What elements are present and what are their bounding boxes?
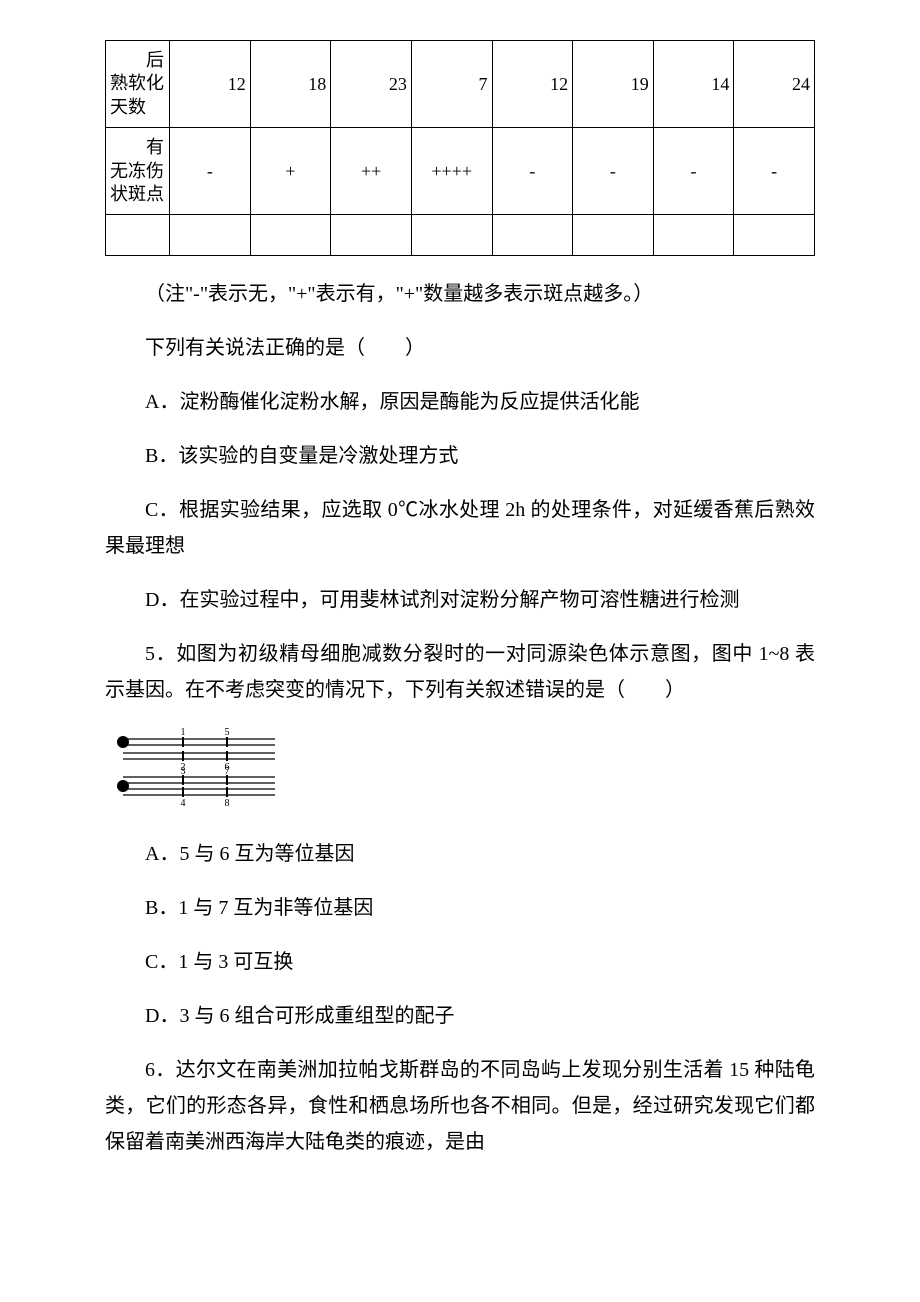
label-line1: 后 <box>110 50 164 70</box>
table-cell: 12 <box>170 41 251 128</box>
empty-cell <box>492 215 573 255</box>
gene-label-8: 8 <box>225 798 230 806</box>
label-rest: 熟软化天数 <box>110 73 164 116</box>
table-row: 有无冻伤状斑点 - + ++ ++++ - - - - <box>106 128 815 215</box>
gene-label-1: 1 <box>181 727 186 738</box>
empty-cell <box>573 215 654 255</box>
table-row: 后熟软化天数 12 18 23 7 12 19 14 24 <box>106 41 815 128</box>
data-table: 后熟软化天数 12 18 23 7 12 19 14 24 有无冻伤状斑点 - … <box>105 40 815 256</box>
row-label: 有无冻伤状斑点 <box>106 128 170 215</box>
table-cell: - <box>492 128 573 215</box>
table-cell: ++++ <box>411 128 492 215</box>
empty-cell <box>106 215 170 255</box>
empty-cell <box>653 215 734 255</box>
empty-cell <box>170 215 251 255</box>
table-cell: 24 <box>734 41 815 128</box>
empty-cell <box>250 215 331 255</box>
option-c-5: C．1 与 3 可互换 <box>105 944 815 980</box>
empty-cell <box>411 215 492 255</box>
table-cell: 14 <box>653 41 734 128</box>
gene-label-7: 7 <box>225 766 230 777</box>
table-cell: 12 <box>492 41 573 128</box>
row-label: 后熟软化天数 <box>106 41 170 128</box>
question-6: 6．达尔文在南美洲加拉帕戈斯群岛的不同岛屿上发现分别生活着 15 种陆龟类，它们… <box>105 1052 815 1160</box>
gene-label-3: 3 <box>181 766 186 777</box>
table-row-empty <box>106 215 815 255</box>
note-text: （注"-"表示无，"+"表示有，"+"数量越多表示斑点越多。） <box>105 276 815 312</box>
table-cell: - <box>653 128 734 215</box>
table-cell: + <box>250 128 331 215</box>
table-cell: - <box>170 128 251 215</box>
table-cell: - <box>573 128 654 215</box>
gene-label-5: 5 <box>225 727 230 738</box>
table-cell: ++ <box>331 128 412 215</box>
label-rest: 无冻伤状斑点 <box>110 161 164 204</box>
option-b-5: B．1 与 7 互为非等位基因 <box>105 890 815 926</box>
label-line1: 有 <box>110 137 164 157</box>
option-b: B．该实验的自变量是冷激处理方式 <box>105 438 815 474</box>
table-cell: 19 <box>573 41 654 128</box>
table-cell: 23 <box>331 41 412 128</box>
question-5: 5．如图为初级精母细胞减数分裂时的一对同源染色体示意图，图中 1~8 表示基因。… <box>105 636 815 708</box>
question-stem: 下列有关说法正确的是（ ） <box>105 330 815 366</box>
option-a: A．淀粉酶催化淀粉水解，原因是酶能为反应提供活化能 <box>105 384 815 420</box>
table-cell: - <box>734 128 815 215</box>
option-a-5: A．5 与 6 互为等位基因 <box>105 836 815 872</box>
option-d: D．在实验过程中，可用斐林试剂对淀粉分解产物可溶性糖进行检测 <box>105 582 815 618</box>
chromosome-diagram: 1 5 2 6 3 7 4 8 <box>105 726 285 818</box>
table-cell: 7 <box>411 41 492 128</box>
table-cell: 18 <box>250 41 331 128</box>
empty-cell <box>734 215 815 255</box>
option-d-5: D．3 与 6 组合可形成重组型的配子 <box>105 998 815 1034</box>
empty-cell <box>331 215 412 255</box>
gene-label-4: 4 <box>181 798 186 806</box>
option-c: C．根据实验结果，应选取 0℃冰水处理 2h 的处理条件，对延缓香蕉后熟效果最理… <box>105 492 815 564</box>
